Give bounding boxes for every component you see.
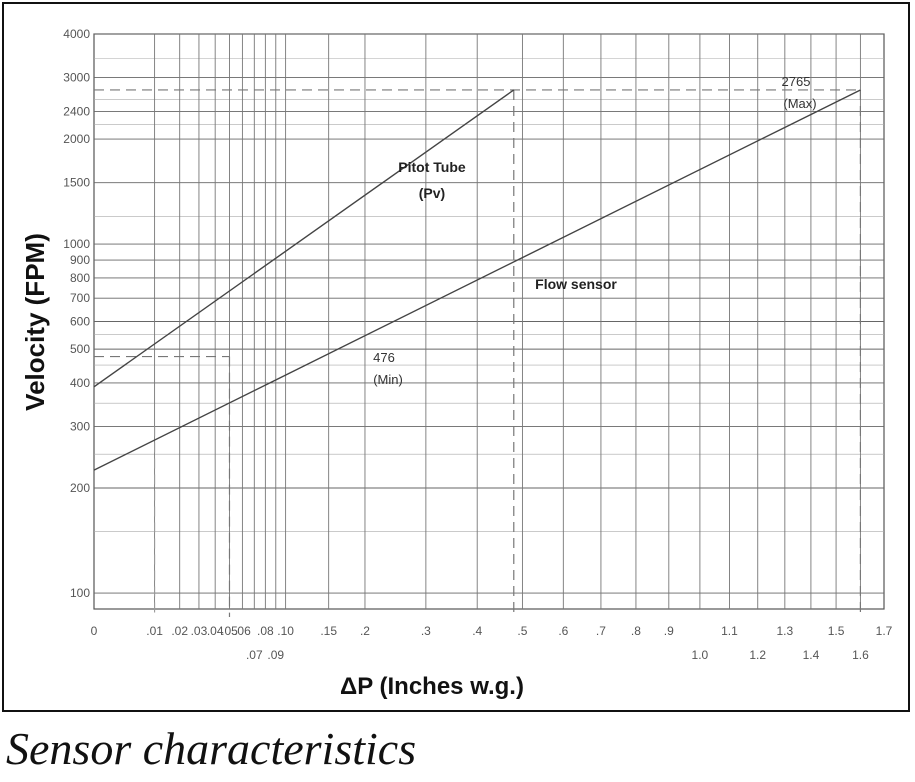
y-tick-label: 200	[70, 481, 90, 495]
x-tick-label: .6	[558, 624, 568, 638]
y-tick-label: 400	[70, 376, 90, 390]
x-tick-label: 1.0	[692, 648, 709, 662]
series-line-pitot-tube	[93, 89, 515, 388]
series-label-pitot-tube-sub: (Pv)	[419, 185, 445, 201]
x-tick-label: 1.4	[803, 648, 820, 662]
y-tick-label: 600	[70, 315, 90, 329]
series-label-pitot-tube: Pitot Tube	[398, 159, 466, 175]
y-tick-label: 100	[70, 586, 90, 600]
x-tick-label: .01	[146, 624, 163, 638]
x-tick-label: .08	[257, 624, 274, 638]
x-tick-label: .10	[277, 624, 294, 638]
tick-labels: 100 200 300 400 500 600 700 800 900 1000 1500 2000 2…	[63, 27, 892, 662]
y-tick-label: 4000	[63, 27, 90, 41]
y-tick-label: 1000	[63, 237, 90, 251]
x-tick-label: .04	[207, 624, 224, 638]
y-tick-label: 2400	[63, 104, 90, 118]
figure-caption: Sensor characteristics	[6, 723, 417, 774]
reference-lines	[94, 89, 862, 617]
x-tick-label: .09	[267, 648, 284, 662]
x-tick-label: .9	[664, 624, 674, 638]
x-tick-label: .15	[320, 624, 337, 638]
y-axis-title: Velocity (FPM)	[20, 233, 50, 411]
x-tick-label: 1.7	[876, 624, 893, 638]
y-tick-label: 700	[70, 291, 90, 305]
series-line-flow-sensor	[93, 89, 861, 471]
velocity-vs-pressure-chart: 100 200 300 400 500 600 700 800 900 1000 1500 2000 2…	[20, 27, 893, 700]
y-tick-label: 500	[70, 342, 90, 356]
y-tick-label: 300	[70, 420, 90, 434]
figure-frame: 100 200 300 400 500 600 700 800 900 1000 1500 2000 2…	[2, 2, 910, 712]
annotations: Pitot Tube (Pv) Flow sensor 2765 (Max) 476 (Mi…	[373, 74, 816, 387]
y-tick-label: 3000	[63, 71, 90, 85]
annotation-min-label: (Min)	[373, 372, 403, 387]
annotation-min-value: 476	[373, 350, 395, 365]
x-tick-label: .06	[234, 624, 251, 638]
x-tick-label: .4	[472, 624, 482, 638]
x-tick-label: 1.5	[828, 624, 845, 638]
y-tick-label: 2000	[63, 132, 90, 146]
x-tick-label: 1.2	[749, 648, 766, 662]
x-tick-label: .2	[360, 624, 370, 638]
series-lines	[93, 89, 861, 471]
x-tick-label: .7	[596, 624, 606, 638]
y-tick-label: 1500	[63, 176, 90, 190]
annotation-max-value: 2765	[782, 74, 811, 89]
x-tick-label: .03	[191, 624, 208, 638]
x-tick-label: 0	[91, 624, 98, 638]
x-axis-title: ΔP (Inches w.g.)	[340, 673, 524, 700]
x-tick-label: 1.1	[721, 624, 738, 638]
grid	[93, 33, 885, 610]
series-label-flow-sensor: Flow sensor	[535, 276, 617, 292]
annotation-max-label: (Max)	[783, 96, 816, 111]
x-tick-label: .8	[631, 624, 641, 638]
y-tick-label: 900	[70, 253, 90, 267]
x-tick-label: .02	[171, 624, 188, 638]
x-tick-label: .5	[517, 624, 527, 638]
x-tick-label: 1.6	[852, 648, 869, 662]
y-tick-label: 800	[70, 271, 90, 285]
x-tick-label: .07	[246, 648, 263, 662]
x-tick-label: 1.3	[776, 624, 793, 638]
x-tick-label: .3	[421, 624, 431, 638]
x-tick-label: .05	[221, 624, 238, 638]
